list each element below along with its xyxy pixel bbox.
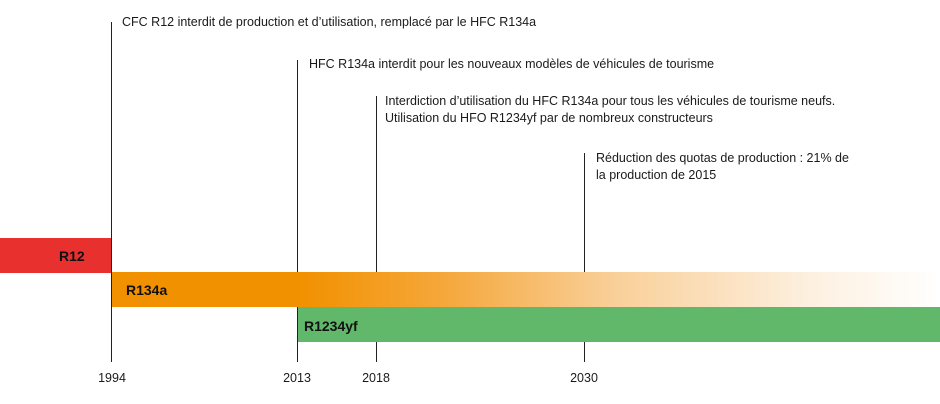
event-annotation-2013: HFC R134a interdit pour les nouveaux mod… <box>309 56 714 73</box>
event-line-2018 <box>376 96 377 362</box>
year-label-2030: 2030 <box>570 371 598 385</box>
annotation-line: la production de 2015 <box>596 168 717 182</box>
event-line-2030 <box>584 153 585 362</box>
bar-label-r134a: R134a <box>126 282 168 298</box>
annotation-line: Réduction des quotas de production : 21%… <box>596 151 849 165</box>
year-label-2018: 2018 <box>362 371 390 385</box>
event-annotation-2018: Interdiction d’utilisation du HFC R134a … <box>385 93 835 127</box>
annotation-line: HFC R134a interdit pour les nouveaux mod… <box>309 57 715 71</box>
bar-label-r12: R12 <box>59 248 85 264</box>
year-label-2013: 2013 <box>283 371 311 385</box>
annotation-line: Interdiction d’utilisation du HFC R134a … <box>385 94 836 108</box>
event-annotation-1994: CFC R12 interdit de production et d’util… <box>122 14 536 31</box>
annotation-line: CFC R12 interdit de production et d’util… <box>122 15 537 29</box>
event-line-1994 <box>111 22 112 362</box>
bar-label-r1234yf: R1234yf <box>304 318 358 334</box>
event-annotation-2030: Réduction des quotas de production : 21%… <box>596 150 849 184</box>
bar-r134a <box>112 272 940 307</box>
bar-r12 <box>0 238 111 273</box>
annotation-line: Utilisation du HFO R1234yf par de nombre… <box>385 111 713 125</box>
event-line-2013 <box>297 60 298 362</box>
bar-r1234yf <box>298 307 940 342</box>
year-label-1994: 1994 <box>98 371 126 385</box>
